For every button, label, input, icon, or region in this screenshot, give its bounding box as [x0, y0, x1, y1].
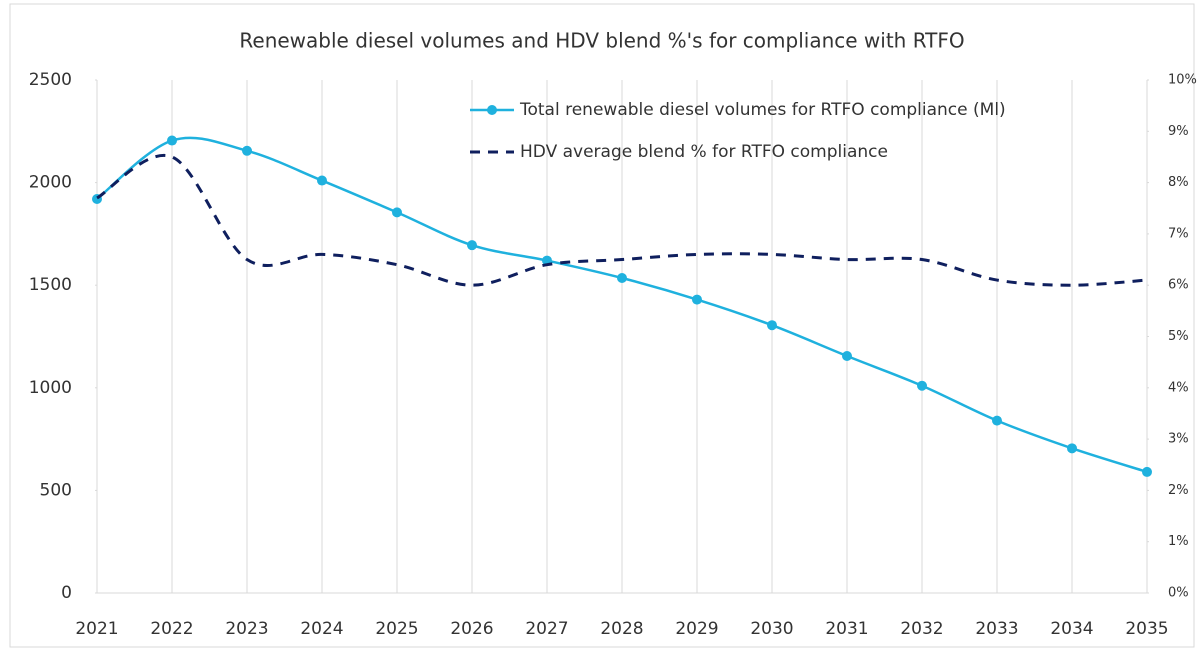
x-tick-label: 2021 — [75, 619, 118, 639]
data-point — [167, 135, 177, 146]
y-tick-label: 0 — [61, 583, 72, 603]
y-tick-label: 500 — [40, 480, 72, 500]
x-tick-label: 2030 — [750, 619, 793, 639]
data-point — [1142, 466, 1152, 477]
x-tick-label: 2032 — [900, 619, 943, 639]
y2-tick-label: 0% — [1168, 586, 1189, 601]
x-tick-label: 2031 — [825, 619, 868, 639]
legend-marker — [487, 105, 497, 115]
legend-label: Total renewable diesel volumes for RTFO … — [519, 100, 1006, 120]
x-tick-label: 2027 — [525, 619, 568, 639]
data-point — [242, 145, 252, 156]
y-tick-label: 1000 — [29, 378, 72, 398]
x-tick-label: 2028 — [600, 619, 643, 639]
data-point — [767, 320, 777, 331]
y2-tick-label: 3% — [1168, 432, 1189, 447]
y2-tick-label: 2% — [1168, 483, 1189, 498]
data-point — [992, 415, 1002, 426]
data-point — [692, 294, 702, 305]
x-tick-label: 2024 — [300, 619, 343, 639]
data-point — [842, 350, 852, 361]
y2-tick-label: 4% — [1168, 380, 1189, 395]
data-point — [467, 240, 477, 251]
data-point — [392, 207, 402, 218]
x-tick-label: 2023 — [225, 619, 268, 639]
x-tick-label: 2025 — [375, 619, 418, 639]
y-tick-label: 2000 — [29, 173, 72, 193]
y-tick-label: 2500 — [29, 70, 72, 90]
y2-tick-label: 1% — [1168, 534, 1189, 549]
y-tick-label: 1500 — [29, 275, 72, 295]
x-tick-label: 2035 — [1125, 619, 1168, 639]
y2-tick-label: 7% — [1168, 226, 1189, 241]
y2-tick-label: 8% — [1168, 175, 1189, 190]
data-point — [317, 175, 327, 186]
chart-title: Renewable diesel volumes and HDV blend %… — [239, 29, 964, 53]
series-line — [96, 153, 1148, 287]
x-tick-label: 2033 — [975, 619, 1018, 639]
y2-tick-label: 5% — [1168, 329, 1189, 344]
x-tick-label: 2022 — [150, 619, 193, 639]
data-point — [917, 380, 927, 391]
y2-tick-label: 10% — [1168, 73, 1197, 88]
data-point — [1067, 443, 1077, 454]
legend-label: HDV average blend % for RTFO compliance — [520, 142, 888, 162]
y2-tick-label: 9% — [1168, 124, 1189, 139]
x-tick-label: 2029 — [675, 619, 718, 639]
y2-tick-label: 6% — [1168, 278, 1189, 293]
data-point — [617, 273, 627, 284]
x-tick-label: 2026 — [450, 619, 493, 639]
x-tick-label: 2034 — [1050, 619, 1093, 639]
